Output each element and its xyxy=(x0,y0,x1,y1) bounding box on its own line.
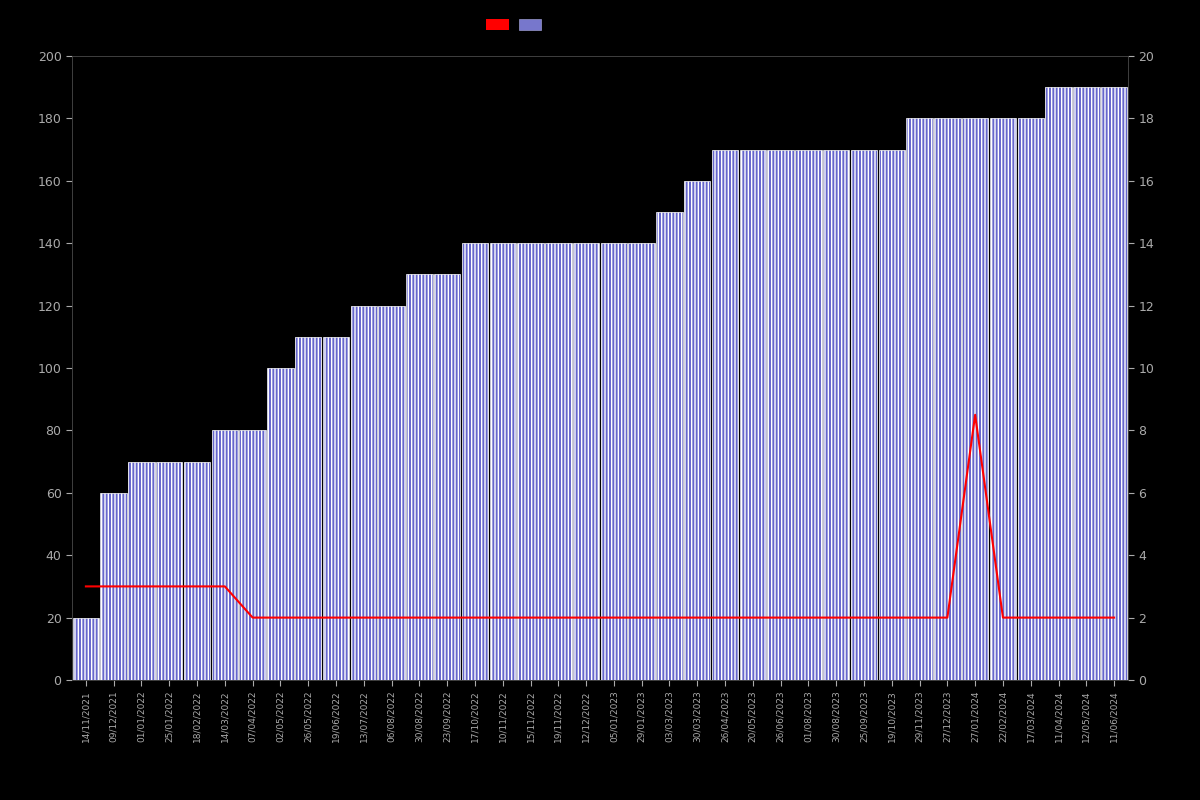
Bar xyxy=(128,462,155,680)
Bar xyxy=(350,306,377,680)
Bar xyxy=(656,212,683,680)
Bar xyxy=(156,462,182,680)
Bar xyxy=(211,430,238,680)
Bar xyxy=(823,150,850,680)
Legend: , : , xyxy=(486,18,545,31)
Bar xyxy=(517,243,544,680)
Bar xyxy=(990,118,1016,680)
Bar xyxy=(851,150,877,680)
Bar xyxy=(906,118,932,680)
Bar xyxy=(1100,87,1127,680)
Bar xyxy=(1018,118,1044,680)
Bar xyxy=(962,118,989,680)
Bar xyxy=(268,368,294,680)
Bar xyxy=(240,430,266,680)
Bar xyxy=(1045,87,1072,680)
Bar xyxy=(684,181,710,680)
Bar xyxy=(378,306,404,680)
Bar xyxy=(490,243,516,680)
Bar xyxy=(739,150,766,680)
Bar xyxy=(629,243,655,680)
Bar xyxy=(406,274,432,680)
Bar xyxy=(712,150,738,680)
Bar xyxy=(878,150,905,680)
Bar xyxy=(601,243,628,680)
Bar xyxy=(1073,87,1099,680)
Bar xyxy=(545,243,571,680)
Bar xyxy=(934,118,960,680)
Bar xyxy=(101,493,127,680)
Bar xyxy=(434,274,461,680)
Bar xyxy=(462,243,488,680)
Bar xyxy=(73,618,100,680)
Bar xyxy=(184,462,210,680)
Bar xyxy=(796,150,822,680)
Bar xyxy=(768,150,794,680)
Bar xyxy=(572,243,599,680)
Bar xyxy=(323,337,349,680)
Bar xyxy=(295,337,322,680)
